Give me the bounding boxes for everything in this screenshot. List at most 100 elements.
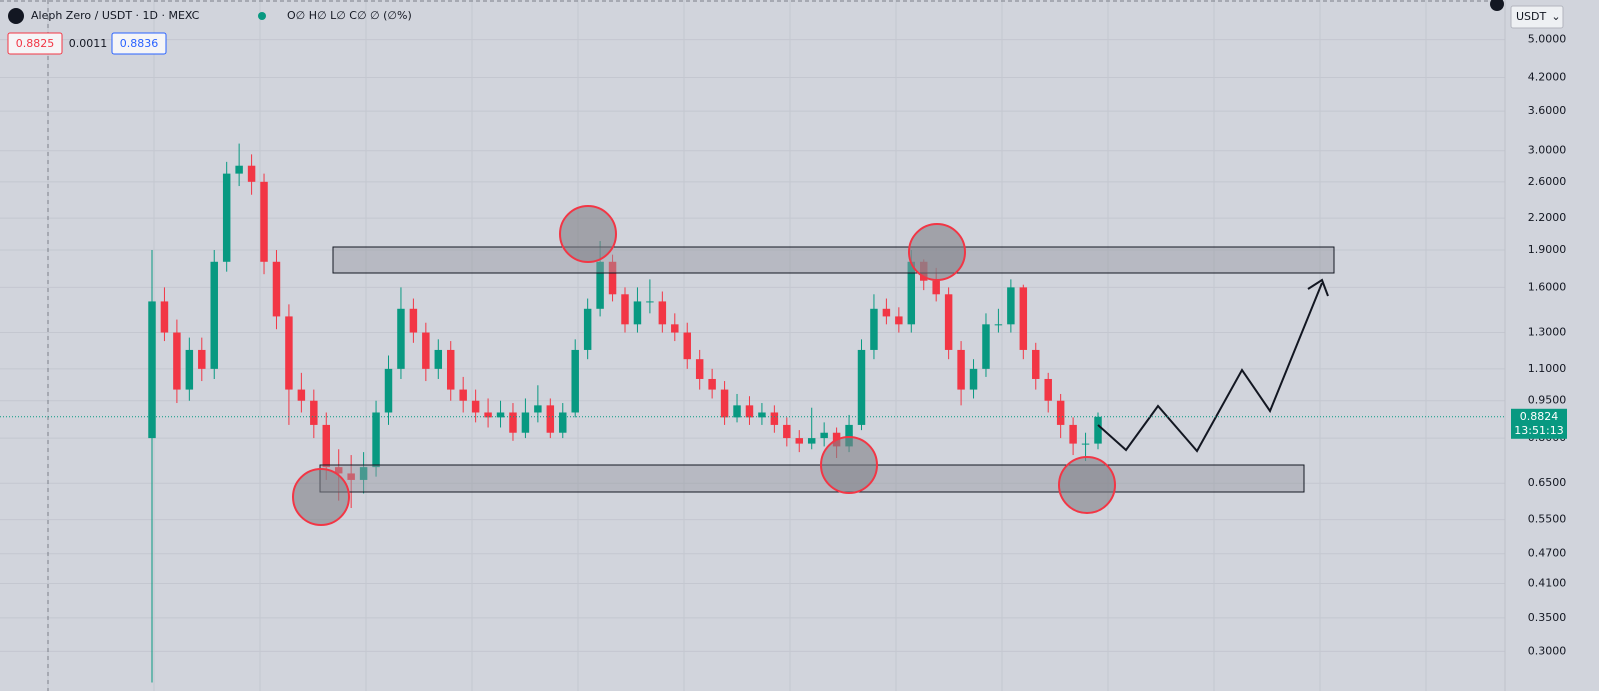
candle-body xyxy=(671,324,679,333)
candle-body xyxy=(783,424,791,439)
y-tick-label: 5.0000 xyxy=(1528,33,1567,46)
candle-body xyxy=(1056,400,1065,425)
candle-body xyxy=(546,405,555,433)
candle-body xyxy=(496,412,505,418)
y-tick-label: 1.6000 xyxy=(1528,280,1567,293)
currency-button[interactable] xyxy=(1510,5,1564,29)
candle-body xyxy=(222,173,231,262)
circle-marker xyxy=(292,468,350,526)
candle-body xyxy=(695,359,704,379)
candle-body xyxy=(559,412,567,433)
candle-body xyxy=(322,424,330,468)
candle-body xyxy=(1044,378,1052,401)
price-axis xyxy=(1505,0,1599,691)
resistance-zone xyxy=(332,246,1335,274)
candle-body xyxy=(422,332,430,369)
candle-body xyxy=(173,332,181,390)
circle-marker xyxy=(1058,456,1116,514)
y-tick-label: 1.1000 xyxy=(1528,362,1567,375)
candle-body xyxy=(957,349,965,390)
candle-body xyxy=(260,181,268,262)
candle-body xyxy=(334,467,343,474)
symbol-title: Aleph Zero / USDT · 1D · MEXC xyxy=(31,9,200,22)
candle-body xyxy=(160,301,169,333)
candle-body xyxy=(384,368,393,413)
candle-body xyxy=(198,349,206,369)
axis-labels: 5.0000 4.2000 3.6000 3.0000 2.6000 2.2000 1.90… xyxy=(1528,33,1567,658)
candle-body xyxy=(733,405,741,418)
candle-body xyxy=(596,261,604,309)
y-tick-label: 0.3000 xyxy=(1528,644,1567,657)
candle-body xyxy=(621,294,629,325)
y-tick-label: 0.4100 xyxy=(1528,576,1567,589)
y-tick-label: 3.6000 xyxy=(1528,104,1567,117)
currency-label[interactable]: USDT xyxy=(1516,10,1547,23)
candle-body xyxy=(683,332,691,360)
candle-body xyxy=(907,261,916,325)
last-price-label: 0.8824 xyxy=(1520,410,1559,423)
candle-body xyxy=(1019,287,1028,350)
candle-body xyxy=(272,261,281,317)
candle-body xyxy=(247,165,256,182)
bid-box[interactable] xyxy=(7,32,63,55)
candle-body xyxy=(1094,416,1102,444)
candle-body xyxy=(820,432,828,439)
candle-body xyxy=(895,316,903,325)
candle-body xyxy=(969,368,978,390)
candle-body xyxy=(521,412,530,433)
candle-body xyxy=(347,473,355,480)
circle-marker xyxy=(908,223,966,281)
symbol-logo xyxy=(8,8,24,24)
candle-body xyxy=(1069,424,1077,444)
y-tick-label: 0.6500 xyxy=(1528,476,1567,489)
ask-price[interactable]: 0.8836 xyxy=(120,37,159,50)
candle-body xyxy=(870,308,878,350)
candle-body xyxy=(571,349,579,413)
spread: 0.0011 xyxy=(69,37,108,50)
candle-body xyxy=(1007,287,1015,325)
ask-box[interactable] xyxy=(111,32,167,55)
candle-body xyxy=(1081,443,1090,445)
candle-body xyxy=(534,405,542,413)
candle-body xyxy=(447,349,455,390)
y-tick-label: 4.2000 xyxy=(1528,71,1567,84)
candle-body xyxy=(994,324,1003,326)
candle-body xyxy=(484,412,492,418)
candle-body xyxy=(708,378,716,390)
projection-path xyxy=(1097,282,1323,453)
arrow-head xyxy=(1307,278,1329,297)
countdown: 13:51:13 xyxy=(1514,424,1563,437)
candle-body xyxy=(434,349,443,369)
candle-body xyxy=(633,301,642,325)
candle-body xyxy=(235,165,243,174)
candle-body xyxy=(608,261,617,295)
candle-body xyxy=(509,412,517,433)
candle-body xyxy=(359,467,368,480)
candle-body xyxy=(310,400,318,425)
dropdown-caret[interactable]: ⌄ xyxy=(1551,10,1560,23)
candle-body xyxy=(583,308,592,350)
candle-body xyxy=(397,308,405,369)
candle-body xyxy=(210,261,218,369)
last-price-bg xyxy=(1511,408,1567,439)
circle-marker xyxy=(559,205,617,263)
candle-body xyxy=(944,294,953,350)
market-status xyxy=(258,12,266,20)
candle-body xyxy=(882,308,891,317)
candle-body xyxy=(758,412,766,418)
candle-body xyxy=(807,438,816,444)
candle-body xyxy=(770,412,779,425)
bid-price[interactable]: 0.8825 xyxy=(16,37,55,50)
y-tick-label: 1.3000 xyxy=(1528,326,1567,339)
y-tick-label: 2.2000 xyxy=(1528,211,1567,224)
candle-body xyxy=(795,438,803,444)
candle-body xyxy=(297,389,306,401)
add-button[interactable] xyxy=(1490,0,1504,11)
candle-body xyxy=(932,280,940,295)
y-tick-label: 3.0000 xyxy=(1528,144,1567,157)
y-tick-label: 2.6000 xyxy=(1528,175,1567,188)
y-tick-label: 1.9000 xyxy=(1528,243,1567,256)
